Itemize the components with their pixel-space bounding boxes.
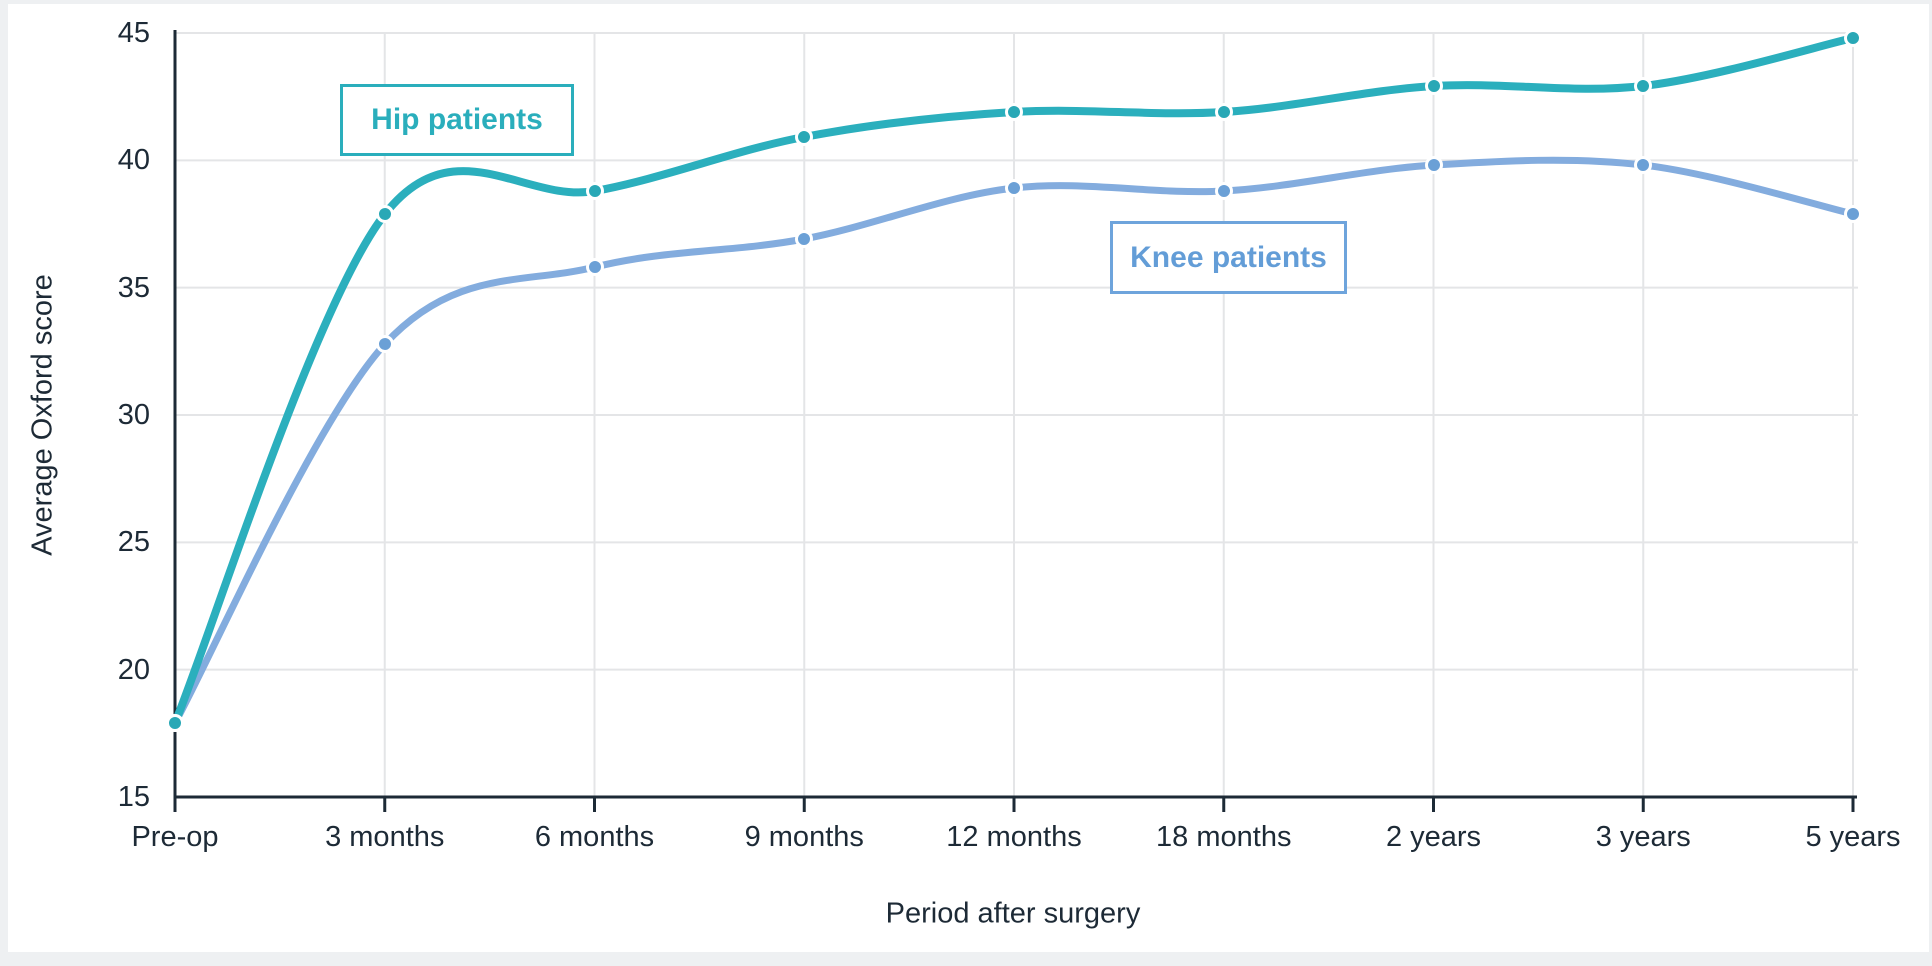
knee-patients-marker — [1215, 182, 1233, 200]
gridlines — [175, 32, 1858, 797]
knee-patients-marker — [376, 335, 394, 353]
axes — [173, 30, 1857, 812]
hip-patients-marker — [586, 182, 604, 200]
hip-patients-marker — [166, 714, 184, 732]
data-series — [166, 29, 1862, 732]
knee-patients-marker — [1634, 156, 1652, 174]
hip-patients-marker — [795, 128, 813, 146]
knee-patients-marker — [1844, 205, 1862, 223]
hip-patients-marker — [376, 205, 394, 223]
hip-patients-marker — [1634, 77, 1652, 95]
knee-patients-marker — [1425, 156, 1443, 174]
hip-patients-marker — [1425, 77, 1443, 95]
knee-patients-marker — [795, 230, 813, 248]
hip-patients-series — [166, 29, 1862, 732]
knee-patients-marker — [586, 258, 604, 276]
hip-patients-marker — [1844, 29, 1862, 47]
axis-lines — [173, 30, 1857, 799]
knee-patients-series — [166, 156, 1862, 732]
hip-patients-marker — [1005, 103, 1023, 121]
knee-patients-marker — [1005, 179, 1023, 197]
hip-patients-marker — [1215, 103, 1233, 121]
